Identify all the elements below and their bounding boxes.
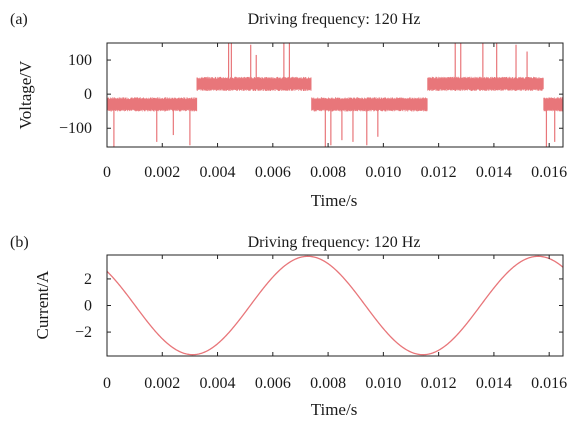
x-tick-label: 0.006: [255, 375, 291, 392]
voltage-pwm-texture: [543, 97, 563, 112]
y-tick-label: 100: [68, 52, 92, 69]
y-tick-label: 2: [84, 271, 92, 288]
voltage-pwm-texture: [427, 76, 544, 92]
x-tick-label: 0.002: [144, 164, 180, 181]
x-tick-label: 0.016: [531, 375, 567, 392]
x-tick-label: 0.008: [310, 164, 346, 181]
voltage-plot-frame: [106, 42, 564, 148]
x-tick-label: 0.010: [365, 375, 401, 392]
y-tick-label: 0: [84, 86, 92, 103]
y-tick-label: 0: [84, 298, 92, 315]
current-axes-ticks: 0 0.002 0.004 0.006 0.008 0.010 0.012 0.014 0.01…: [75, 255, 567, 392]
current-plot-area: [107, 255, 563, 356]
x-tick-label: 0.004: [200, 375, 236, 392]
current-chart-title: Driving frequency: 120 Hz: [248, 234, 421, 251]
voltage-pwm-texture: [311, 97, 428, 112]
current-plot-frame: [106, 254, 564, 357]
x-tick-label: 0.010: [365, 164, 401, 181]
voltage-axes-ticks: 0 0.002 0.004 0.006 0.008 0.010 0.012 0.014 0.01…: [59, 43, 567, 181]
panel-label-a: (a): [10, 11, 28, 28]
x-tick-label: 0.002: [144, 375, 180, 392]
voltage-chart-title: Driving frequency: 120 Hz: [248, 11, 421, 28]
x-tick-label: 0.006: [255, 164, 291, 181]
voltage-pwm-texture: [107, 97, 198, 112]
x-tick-label: 0.016: [531, 164, 567, 181]
x-tick-label: 0.014: [476, 164, 512, 181]
voltage-plot-area: [107, 43, 563, 147]
voltage-pwm-texture: [196, 76, 312, 92]
x-tick-label: 0.004: [200, 164, 236, 181]
voltage-panel: (a) Driving frequency: 120 Hz 0 0.002 0.00…: [10, 11, 567, 210]
x-tick-label: 0.012: [421, 375, 457, 392]
current-y-axis-label: Current/A: [33, 270, 52, 340]
current-x-axis-label: Time/s: [311, 400, 358, 419]
voltage-x-axis-label: Time/s: [311, 191, 358, 210]
current-sine-line: [107, 255, 563, 356]
voltage-y-axis-label: Voltage/V: [16, 60, 35, 129]
x-tick-label: 0.008: [310, 375, 346, 392]
y-tick-label: −2: [75, 324, 92, 341]
x-tick-label: 0: [103, 164, 111, 181]
current-panel: (b) Driving frequency: 120 Hz 0 0.002 0.00…: [10, 234, 567, 419]
x-tick-label: 0.012: [421, 164, 457, 181]
panel-label-b: (b): [10, 234, 29, 251]
y-tick-label: −100: [59, 120, 92, 137]
x-tick-label: 0: [103, 375, 111, 392]
x-tick-label: 0.014: [476, 375, 512, 392]
